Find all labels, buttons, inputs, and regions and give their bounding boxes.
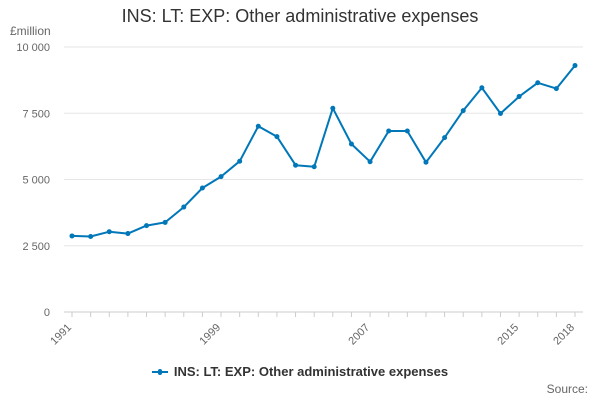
data-point xyxy=(144,223,150,229)
data-point xyxy=(497,111,503,117)
y-tick-label: 10 000 xyxy=(16,42,50,54)
data-point xyxy=(479,85,485,91)
data-point xyxy=(69,233,75,239)
y-tick-label: 7 500 xyxy=(22,108,50,120)
data-point xyxy=(237,158,243,164)
data-point xyxy=(516,94,522,100)
data-point xyxy=(293,162,299,168)
source-label: Source: xyxy=(546,382,588,396)
data-point xyxy=(125,231,131,237)
data-point xyxy=(535,80,541,86)
data-point xyxy=(311,164,317,170)
data-point xyxy=(88,233,94,239)
data-point xyxy=(199,185,205,191)
data-point xyxy=(348,141,354,147)
data-point xyxy=(423,159,429,165)
data-point xyxy=(367,159,373,165)
data-point xyxy=(572,63,578,69)
data-point xyxy=(330,105,336,111)
legend[interactable]: INS: LT: EXP: Other administrative expen… xyxy=(0,364,600,379)
y-axis-unit-label: £million xyxy=(10,24,51,38)
data-point xyxy=(274,134,280,140)
y-tick-label: 0 xyxy=(44,307,50,319)
legend-series-label: INS: LT: EXP: Other administrative expen… xyxy=(173,364,449,379)
y-tick-label: 5 000 xyxy=(22,175,50,187)
x-tick-label: 2018 xyxy=(551,322,577,348)
legend-line-marker-icon xyxy=(151,368,168,375)
data-point xyxy=(460,108,466,114)
series-line xyxy=(71,64,576,238)
x-tick-label: 1999 xyxy=(197,322,223,348)
data-point xyxy=(255,123,261,129)
data-point xyxy=(218,174,224,180)
data-point xyxy=(553,86,559,92)
x-tick-label: 1991 xyxy=(48,322,74,348)
y-tick-label: 2 500 xyxy=(22,241,50,253)
data-point xyxy=(442,135,448,141)
chart-title: INS: LT: EXP: Other administrative expen… xyxy=(121,6,479,26)
x-tick-label: 2007 xyxy=(346,322,372,348)
data-point xyxy=(386,128,392,134)
x-tick-label: 2015 xyxy=(495,322,521,348)
data-point xyxy=(106,229,112,235)
data-point xyxy=(181,204,187,210)
data-point xyxy=(162,219,168,225)
data-point xyxy=(404,128,410,134)
